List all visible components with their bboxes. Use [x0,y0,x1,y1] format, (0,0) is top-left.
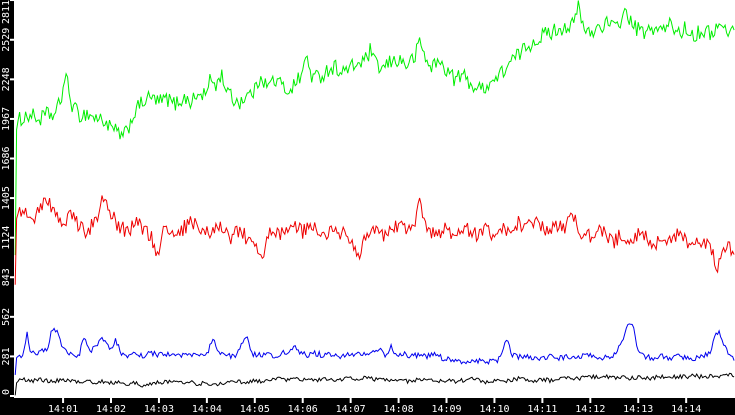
x-axis-tick [685,398,688,403]
x-axis-tick [253,398,256,403]
x-axis-tick [541,398,544,403]
y-tick-label: 1124 [1,226,12,250]
y-tick-label: 2248 [1,67,12,91]
x-tick-label: 14:03 [144,404,174,415]
y-axis-tick [10,355,16,358]
y-tick-label: 843 [1,268,12,286]
y-axis-tick [10,236,16,239]
black-series-line [14,372,735,396]
x-tick-label: 14:09 [431,404,461,415]
y-tick-label: 1686 [1,146,12,170]
x-axis-tick [301,398,304,403]
x-tick-label: 14:01 [48,404,78,415]
x-axis-tick [62,398,65,403]
x-tick-label: 14:11 [527,404,557,415]
x-axis-tick [493,398,496,403]
y-axis-tick [10,157,16,160]
x-tick-label: 14:12 [575,404,605,415]
x-tick-label: 14:02 [96,404,126,415]
blue-series-line [14,323,735,375]
y-axis-tick [10,315,16,318]
x-tick-label: 14:05 [240,404,270,415]
x-tick-label: 14:04 [192,404,222,415]
y-axis-tick [10,78,16,81]
y-tick-label: 562 [1,308,12,326]
x-tick-label: 14:07 [336,404,366,415]
x-axis-tick [445,398,448,403]
red-series-line [14,195,735,285]
x-axis-tick [110,398,113,403]
x-tick-label: 14:06 [288,404,318,415]
x-axis-tick [589,398,592,403]
x-axis-strip [0,398,735,415]
x-axis-tick [397,398,400,403]
x-tick-label: 14:13 [623,404,653,415]
x-axis-tick [349,398,352,403]
x-axis-tick [157,398,160,403]
x-tick-label: 14:10 [479,404,509,415]
y-tick-label: 2529 [1,28,12,52]
x-axis-tick [637,398,640,403]
y-axis-strip [0,0,14,415]
y-tick-label: 2811 [1,0,12,24]
y-tick-label: 1967 [1,107,12,131]
y-axis-tick [10,197,16,200]
y-tick-label: 1405 [1,186,12,210]
y-axis-tick [10,0,16,2]
y-tick-label: 0 [1,389,12,395]
y-axis-tick [10,395,16,397]
x-axis-tick [205,398,208,403]
x-tick-label: 14:14 [671,404,701,415]
x-tick-label: 14:08 [384,404,414,415]
y-tick-label: 281 [1,347,12,365]
y-axis-tick [10,276,16,279]
y-axis-tick [10,117,16,120]
y-axis-tick [10,38,16,41]
green-series-line [14,0,735,256]
